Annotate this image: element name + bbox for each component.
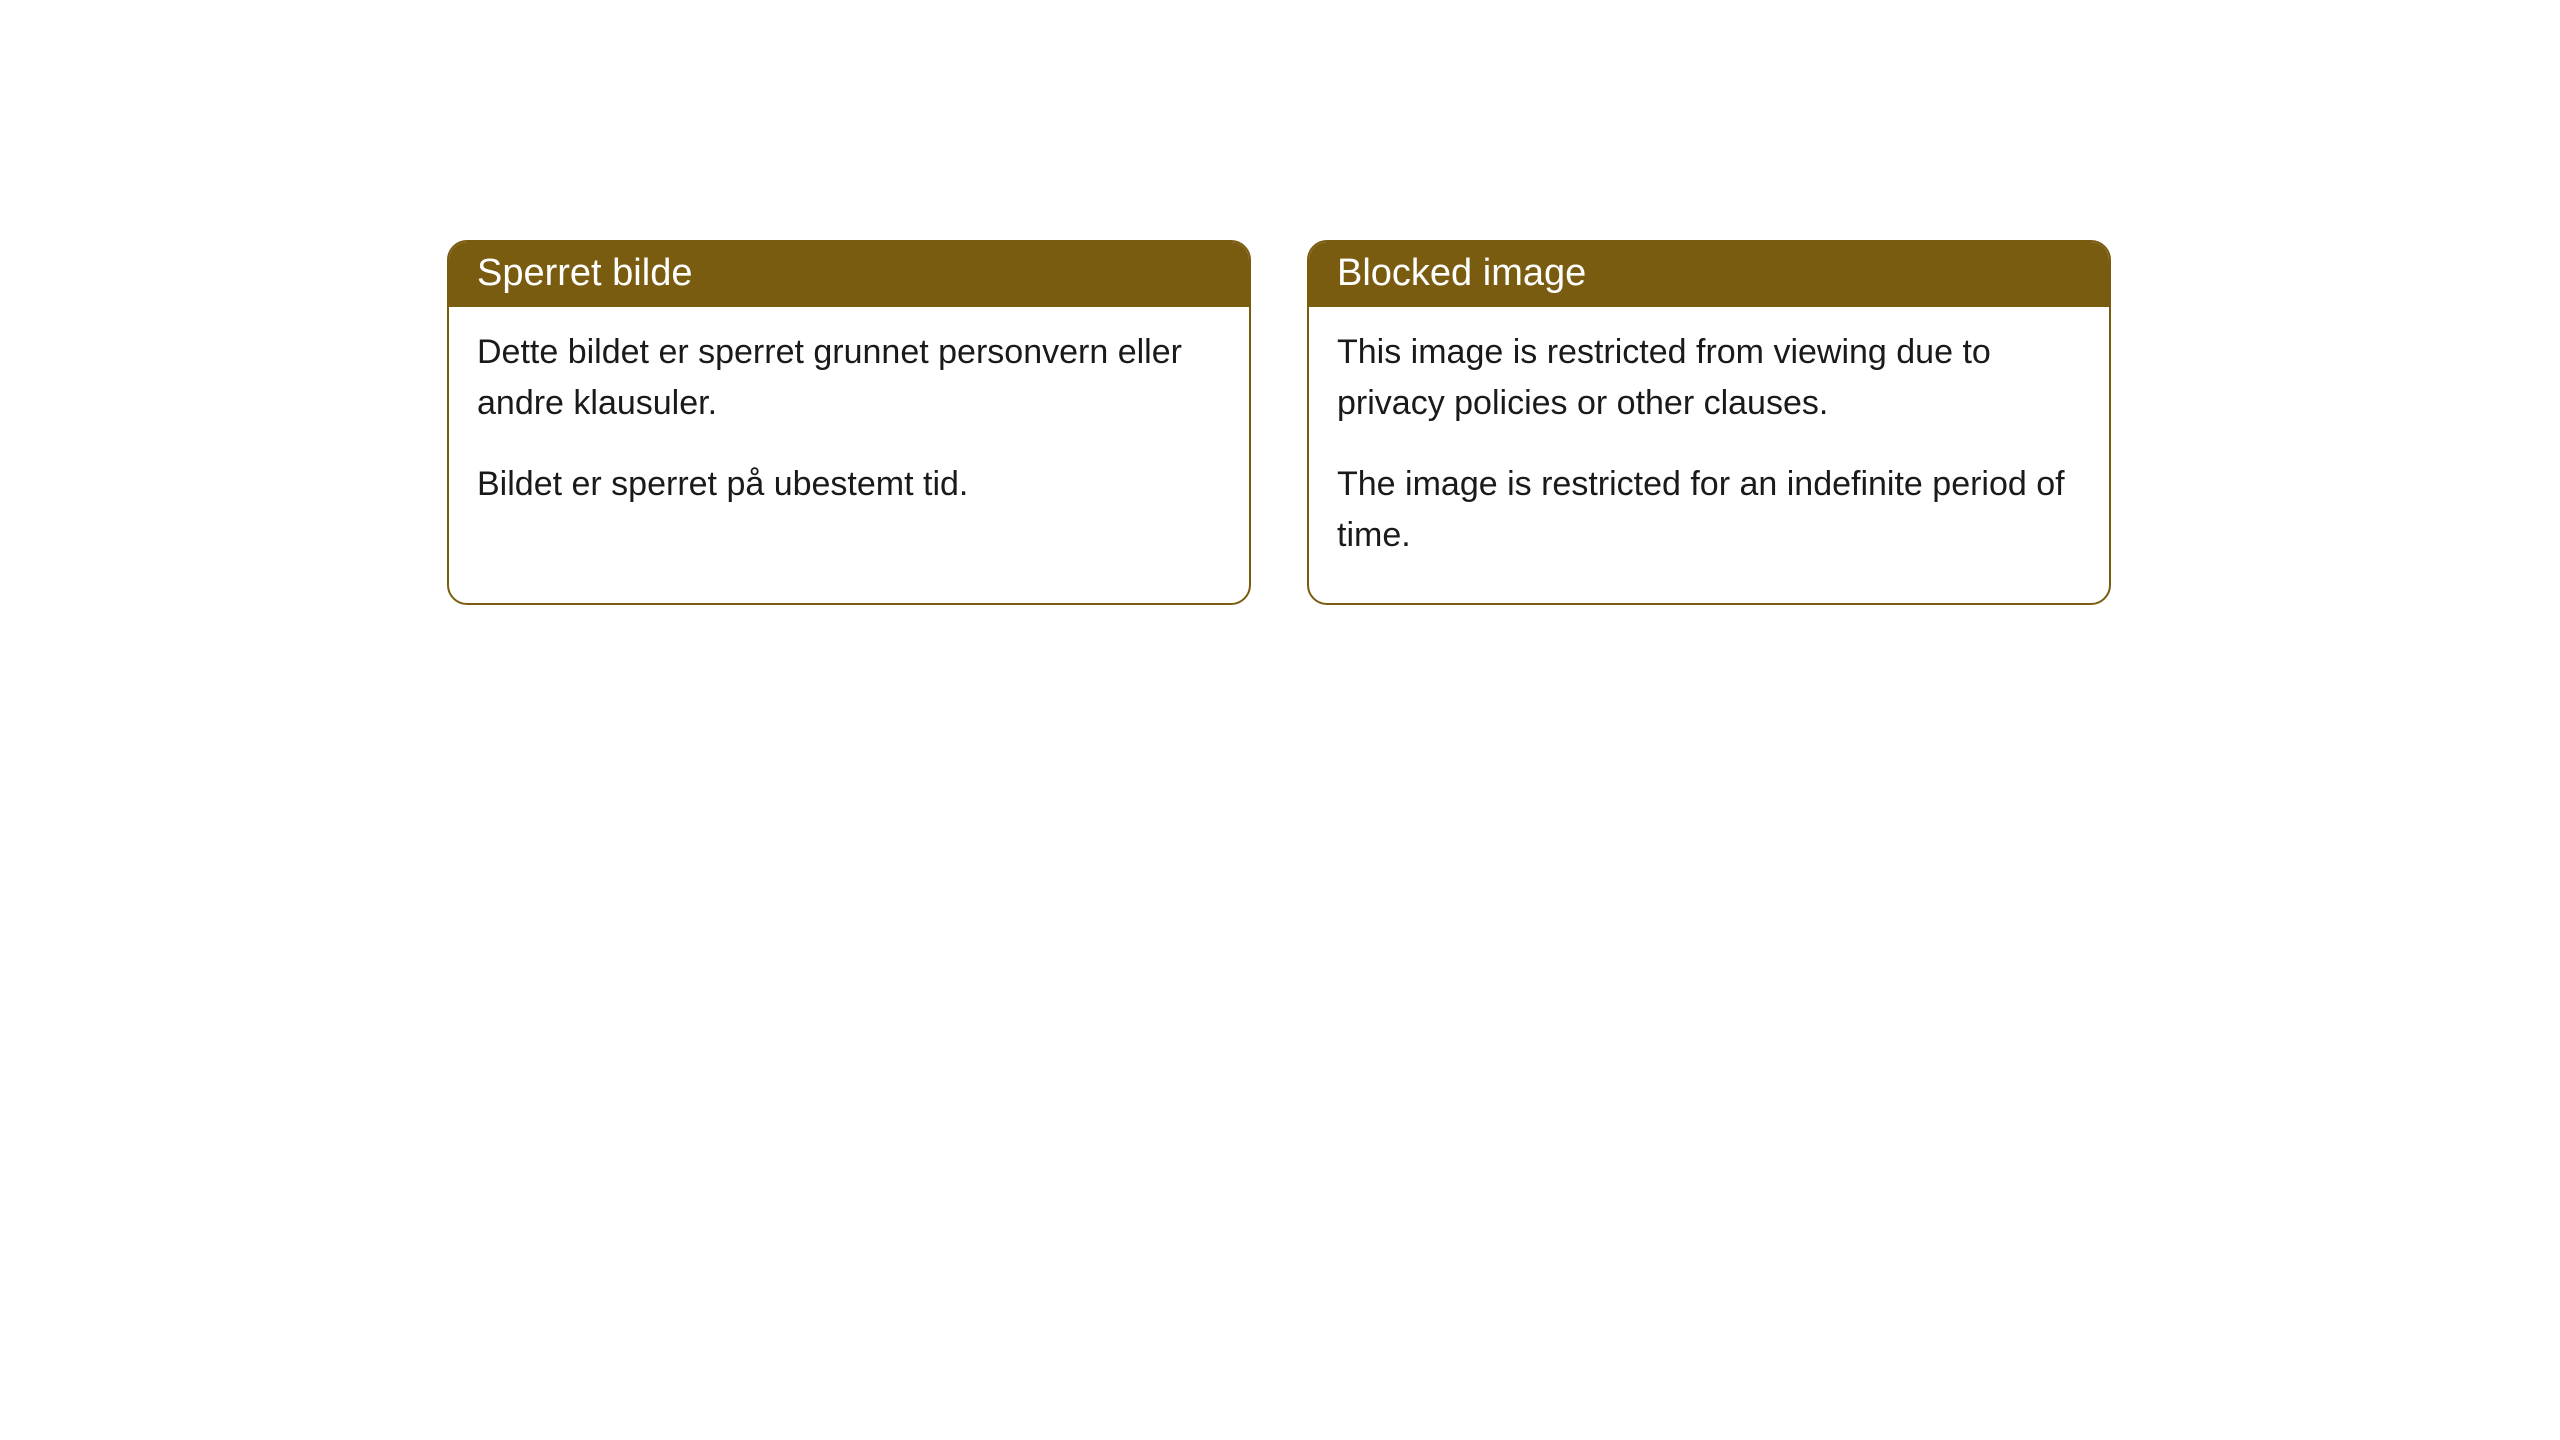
notice-paragraph: This image is restricted from viewing du… bbox=[1337, 327, 2081, 429]
notice-container: Sperret bilde Dette bildet er sperret gr… bbox=[447, 240, 2111, 605]
notice-paragraph: Bildet er sperret på ubestemt tid. bbox=[477, 459, 1221, 510]
notice-card-norwegian: Sperret bilde Dette bildet er sperret gr… bbox=[447, 240, 1251, 605]
notice-paragraph: The image is restricted for an indefinit… bbox=[1337, 459, 2081, 561]
notice-body: This image is restricted from viewing du… bbox=[1309, 307, 2109, 603]
notice-paragraph: Dette bildet er sperret grunnet personve… bbox=[477, 327, 1221, 429]
notice-header: Sperret bilde bbox=[449, 242, 1249, 307]
notice-body: Dette bildet er sperret grunnet personve… bbox=[449, 307, 1249, 552]
notice-header: Blocked image bbox=[1309, 242, 2109, 307]
notice-card-english: Blocked image This image is restricted f… bbox=[1307, 240, 2111, 605]
